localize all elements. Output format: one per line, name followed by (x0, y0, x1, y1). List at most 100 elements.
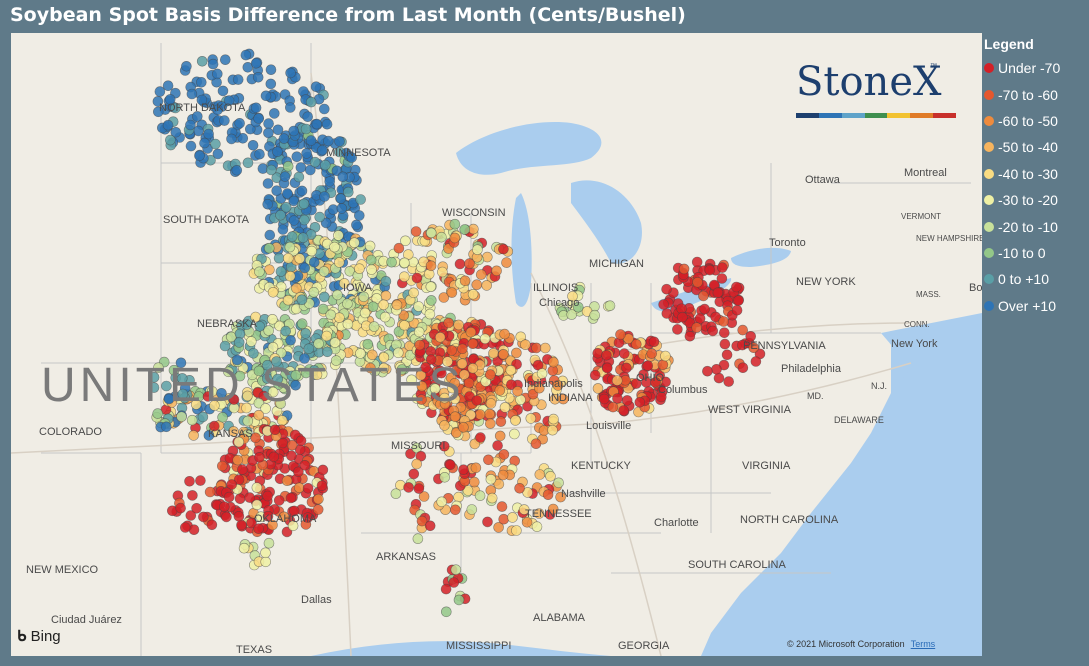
basis-point[interactable] (364, 240, 376, 252)
basis-point[interactable] (450, 427, 462, 439)
basis-point[interactable] (598, 393, 610, 405)
basis-point[interactable] (380, 290, 392, 302)
basis-point[interactable] (279, 171, 291, 182)
basis-point[interactable] (416, 515, 428, 527)
basis-point[interactable] (203, 128, 214, 140)
basis-point[interactable] (253, 365, 265, 377)
basis-point[interactable] (317, 464, 329, 476)
basis-point[interactable] (318, 291, 330, 303)
basis-point[interactable] (661, 283, 672, 295)
basis-point[interactable] (297, 232, 309, 243)
basis-point[interactable] (284, 241, 296, 253)
basis-point[interactable] (198, 511, 209, 523)
basis-point[interactable] (359, 307, 371, 319)
basis-point[interactable] (615, 329, 626, 340)
basis-point[interactable] (618, 405, 629, 416)
basis-point[interactable] (342, 186, 354, 198)
basis-point[interactable] (300, 367, 312, 379)
basis-point[interactable] (684, 330, 696, 342)
basis-point[interactable] (411, 458, 423, 470)
basis-point[interactable] (190, 399, 202, 410)
legend-item[interactable]: -40 to -30 (984, 161, 1089, 187)
basis-point[interactable] (420, 362, 431, 373)
basis-point[interactable] (745, 330, 757, 342)
bing-attribution[interactable]: ᑲ Bing (17, 627, 61, 645)
basis-point[interactable] (425, 354, 437, 365)
basis-point[interactable] (282, 161, 294, 172)
basis-point[interactable] (378, 299, 389, 311)
basis-point[interactable] (262, 490, 273, 502)
basis-point[interactable] (298, 198, 310, 210)
basis-point[interactable] (265, 164, 277, 176)
basis-point[interactable] (750, 356, 762, 367)
basis-point[interactable] (321, 118, 333, 130)
basis-point[interactable] (378, 362, 390, 374)
basis-point[interactable] (194, 150, 205, 161)
basis-point[interactable] (518, 504, 530, 515)
basis-point[interactable] (241, 402, 252, 414)
basis-point[interactable] (212, 104, 223, 116)
basis-point[interactable] (456, 358, 468, 370)
basis-point[interactable] (308, 286, 320, 298)
basis-point[interactable] (260, 547, 271, 559)
basis-point[interactable] (399, 319, 410, 331)
basis-point[interactable] (226, 133, 237, 145)
basis-point[interactable] (718, 327, 730, 339)
basis-point[interactable] (206, 519, 218, 531)
basis-point[interactable] (589, 309, 601, 321)
basis-point[interactable] (719, 338, 731, 350)
basis-point[interactable] (298, 214, 310, 226)
basis-point[interactable] (245, 123, 256, 135)
basis-point[interactable] (338, 278, 350, 289)
basis-point[interactable] (260, 403, 271, 414)
basis-point[interactable] (521, 516, 533, 528)
basis-point[interactable] (185, 119, 196, 131)
basis-point[interactable] (267, 341, 279, 353)
basis-point[interactable] (286, 439, 298, 451)
basis-point[interactable] (303, 343, 315, 355)
basis-point[interactable] (233, 337, 245, 348)
basis-point[interactable] (630, 338, 642, 350)
basis-point[interactable] (263, 242, 275, 254)
basis-point[interactable] (330, 355, 342, 366)
basis-point[interactable] (263, 127, 274, 139)
basis-point[interactable] (296, 318, 308, 330)
basis-point[interactable] (630, 378, 642, 389)
basis-point[interactable] (285, 67, 296, 79)
basis-point[interactable] (216, 387, 227, 399)
basis-point[interactable] (648, 336, 660, 348)
basis-point[interactable] (237, 464, 248, 475)
basis-point[interactable] (464, 258, 475, 269)
basis-point[interactable] (713, 372, 725, 384)
basis-point[interactable] (491, 265, 502, 277)
basis-point[interactable] (154, 86, 166, 97)
basis-point[interactable] (162, 119, 174, 131)
basis-point[interactable] (723, 376, 735, 387)
basis-point[interactable] (246, 336, 257, 347)
basis-point[interactable] (252, 71, 264, 83)
basis-point[interactable] (481, 280, 493, 291)
basis-point[interactable] (400, 235, 411, 247)
basis-point[interactable] (204, 486, 216, 498)
basis-point[interactable] (589, 369, 601, 381)
basis-point[interactable] (483, 454, 494, 466)
basis-point[interactable] (482, 516, 493, 528)
basis-point[interactable] (197, 411, 209, 423)
basis-point[interactable] (475, 432, 486, 443)
legend-item[interactable]: Over +10 (984, 293, 1089, 319)
basis-point[interactable] (505, 364, 517, 376)
basis-point[interactable] (316, 480, 328, 492)
basis-point[interactable] (217, 411, 228, 423)
basis-point[interactable] (290, 379, 301, 391)
basis-point[interactable] (305, 96, 317, 108)
basis-point[interactable] (313, 493, 324, 505)
basis-point[interactable] (231, 354, 243, 366)
basis-point[interactable] (531, 521, 543, 533)
basis-point[interactable] (418, 491, 430, 502)
basis-point[interactable] (611, 375, 623, 386)
basis-point[interactable] (498, 449, 510, 460)
basis-point[interactable] (280, 202, 292, 213)
basis-point[interactable] (440, 606, 452, 618)
basis-point[interactable] (346, 152, 358, 163)
basis-point[interactable] (545, 470, 556, 482)
